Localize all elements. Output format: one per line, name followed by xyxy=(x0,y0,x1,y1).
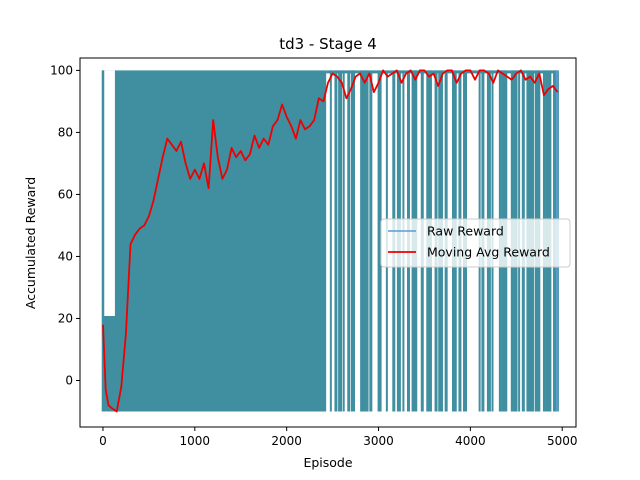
plot-area-frame xyxy=(79,57,577,428)
raw-reward-spike xyxy=(334,70,338,412)
x-tick-label: 2000 xyxy=(271,434,302,448)
raw-reward-spike xyxy=(362,70,367,412)
legend-moving-avg-label: Moving Avg Reward xyxy=(427,245,550,260)
x-tick-label: 1000 xyxy=(180,434,211,448)
moving-avg-line xyxy=(102,69,559,413)
raw-reward-spike xyxy=(342,70,345,412)
y-tick-label: 20 xyxy=(58,311,73,325)
raw-reward-spike xyxy=(329,70,332,412)
raw-reward-spike xyxy=(360,70,364,412)
x-tick-label: 0 xyxy=(99,434,107,448)
y-tick-label: 80 xyxy=(58,125,73,139)
raw-reward-spike xyxy=(369,70,373,412)
x-tick-label: 3000 xyxy=(363,434,394,448)
x-axis-ticks: 0 1000 2000 3000 4000 5000 xyxy=(99,427,577,448)
raw-reward-spike xyxy=(352,70,355,412)
raw-reward-spike xyxy=(366,70,369,412)
y-tick-label: 0 xyxy=(65,373,73,387)
legend-box xyxy=(380,218,571,268)
y-tick-label: 100 xyxy=(50,63,73,77)
raw-reward-dense-region xyxy=(102,70,327,412)
y-tick-label: 60 xyxy=(58,187,73,201)
x-tick-label: 4000 xyxy=(455,434,486,448)
legend-raw-reward-label: Raw Reward xyxy=(427,224,504,239)
raw-reward-spike xyxy=(377,70,382,412)
chart-title: td3 - Stage 4 xyxy=(279,35,377,53)
y-tick-label: 40 xyxy=(58,249,73,263)
y-axis-title: Accumulated Reward xyxy=(23,177,38,309)
raw-reward-gap xyxy=(104,70,115,316)
moving-avg-series xyxy=(102,69,559,413)
x-tick-label: 5000 xyxy=(547,434,578,448)
x-axis-title: Episode xyxy=(303,455,352,470)
legend: Raw Reward Moving Avg Reward xyxy=(380,218,571,268)
y-axis-ticks: 0 20 40 60 80 100 xyxy=(50,63,80,387)
raw-reward-spike xyxy=(338,70,343,412)
raw-reward-spike xyxy=(347,70,351,412)
